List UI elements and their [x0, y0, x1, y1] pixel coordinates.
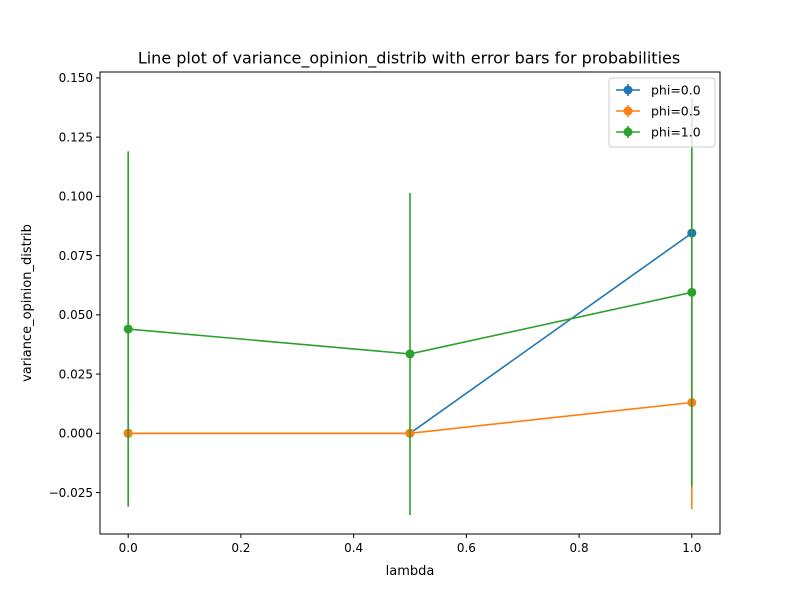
legend-marker: [623, 106, 633, 116]
series-layer: [123, 98, 697, 516]
x-tick-label: 0.2: [231, 541, 250, 555]
y-tick-label: 0.050: [59, 308, 93, 322]
data-point: [687, 287, 697, 297]
legend-item: phi=1.0: [616, 125, 701, 140]
legend-label: phi=0.5: [651, 104, 701, 119]
y-tick-label: −0.025: [49, 486, 93, 500]
x-tick-label: 1.0: [682, 541, 701, 555]
y-tick-label: 0.000: [59, 427, 93, 441]
chart-title: Line plot of variance_opinion_distrib wi…: [138, 49, 680, 69]
x-tick-label: 0.8: [570, 541, 589, 555]
legend-marker: [623, 127, 633, 137]
x-axis-label: lambda: [386, 564, 435, 579]
legend-item: phi=0.0: [616, 83, 701, 98]
legend-box: [608, 77, 716, 148]
y-tick-label: 0.025: [59, 367, 93, 381]
legend-label: phi=1.0: [651, 125, 701, 140]
y-tick-label: 0.075: [59, 249, 93, 263]
axes-frame: [99, 71, 721, 535]
plot-area: [99, 71, 721, 535]
legend: phi=0.0 phi=0.5 phi=1.0: [608, 77, 716, 148]
y-axis-label: variance_opinion_distrib: [20, 224, 35, 382]
x-tick-label: 0.0: [119, 541, 138, 555]
series-phi=1.0: [123, 98, 697, 516]
legend-item: phi=0.5: [616, 104, 701, 119]
legend-items: phi=0.0 phi=0.5 phi=1.0: [616, 83, 701, 140]
y-tick-label: 0.125: [59, 130, 93, 144]
x-tick-label: 0.4: [344, 541, 363, 555]
y-tick-label: 0.150: [59, 71, 93, 85]
x-axis-ticks: 0.0 0.2 0.4 0.6 0.8 1.0: [119, 534, 701, 555]
x-tick-label: 0.6: [457, 541, 476, 555]
y-tick-label: 0.100: [59, 190, 93, 204]
legend-marker: [623, 85, 633, 95]
legend-label: phi=0.0: [651, 83, 701, 98]
data-point: [123, 324, 133, 334]
data-point: [405, 349, 415, 359]
y-axis-ticks: −0.025 0.000 0.025 0.050 0.075 0.100 0.125 0.15…: [49, 71, 100, 500]
